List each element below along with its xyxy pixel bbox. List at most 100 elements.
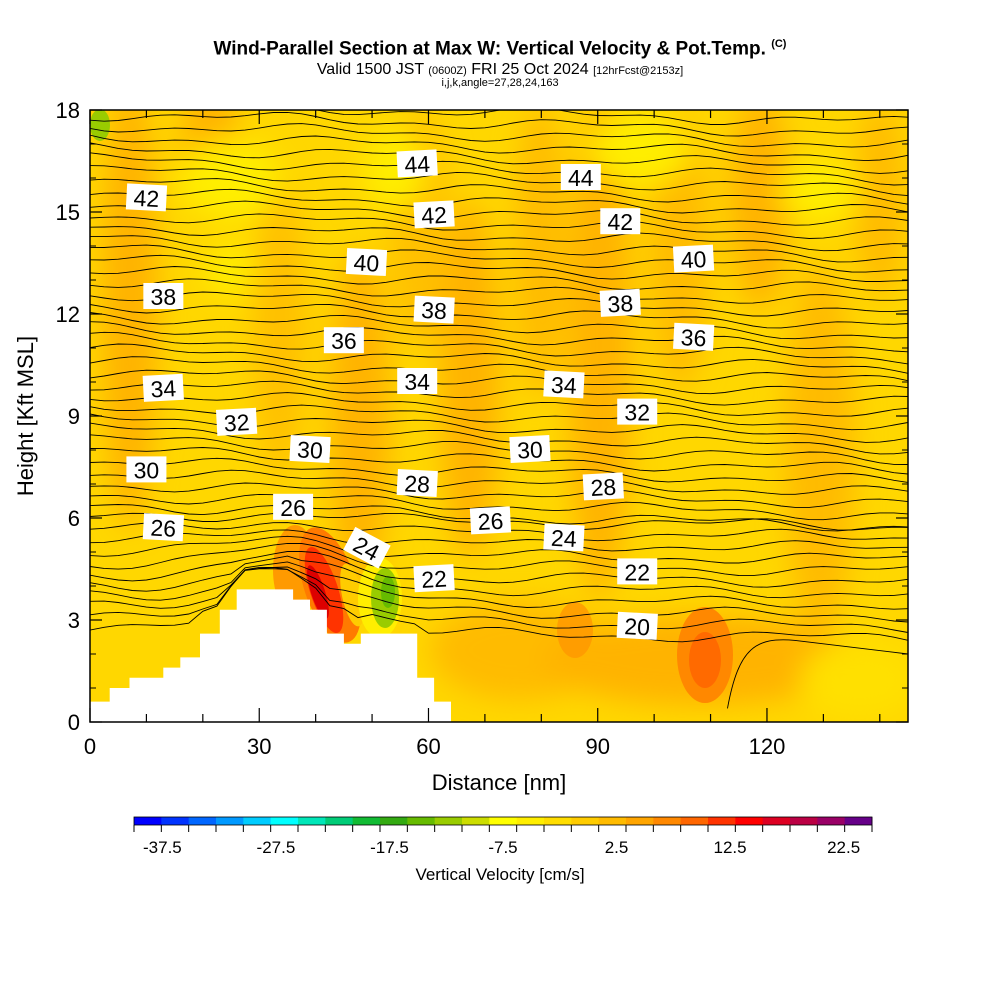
theta-label-box [509,434,551,464]
theta-label: 40 [672,244,715,273]
theta-label: 44 [560,164,601,191]
colorbar-swatch [790,817,818,825]
theta-contour-line [90,244,908,273]
x-tick-label: 30 [247,734,271,759]
valid-utc: (0600Z) [428,65,467,77]
theta-contour-line [90,343,908,374]
colorbar-swatch [243,817,272,825]
theta-label: 20 [616,611,658,640]
theta-label: 42 [125,183,168,212]
theta-label-text: 20 [624,613,651,640]
velocity-cell [205,245,255,295]
theta-contour-line [90,566,908,643]
theta-label: 32 [617,398,658,426]
theta-contour-line [90,111,908,137]
colorbar-swatch [571,817,600,825]
y-tick-label: 18 [56,98,80,123]
theta-label-text: 24 [550,525,577,552]
theta-labels: 44 44 42 42 42 40 40 38 38 38 36 36 34 34 34 32 32 30 30 30… [125,149,715,640]
colorbar-swatch [462,817,490,825]
y-tick-label: 3 [68,608,80,633]
colorbar-swatch [598,817,627,825]
theta-contour-line [90,469,908,495]
theta-label: 38 [143,283,184,310]
colorbar-swatch [735,817,764,825]
theta-contour-line [90,331,908,365]
theta-contour-line [90,561,908,610]
copyright-mark: (C) [771,38,787,50]
theta-label-box [126,456,167,483]
velocity-cell [800,640,908,720]
colorbar: -37.5 -27.5 -17.5 -7.5 2.5 12.5 22.5 [133,816,873,857]
theta-contour-line [90,178,908,205]
theta-label-box [560,164,601,190]
theta-contour-line [90,542,908,577]
y-tick-label: 9 [68,404,80,429]
theta-label-box [397,368,438,394]
theta-label-text: 22 [421,566,448,593]
theta-contour-line [90,266,908,292]
theta-label-text: 26 [477,508,504,535]
theta-label-text: 36 [331,328,357,354]
valid-time: Valid 1500 JST [316,61,424,78]
theta-contour-line [90,165,908,197]
terrain-mask [90,589,451,722]
forecast-info: [12hrFcst@2153z] [593,65,684,77]
velocity-cell [785,260,855,640]
theta-contour-line [90,254,908,282]
colorbar-swatch [680,817,709,825]
theta-label-box [582,472,624,501]
theta-contour-line [90,213,908,239]
theta-label-box [469,506,512,535]
theta-label-text: 30 [134,457,160,483]
colorbar-swatch [407,817,436,825]
colorbar-tick-label: -27.5 [257,838,296,857]
theta-label: 38 [599,288,641,317]
y-axis-label: Height [Kft MSL] [13,336,38,496]
theta-label-text: 42 [421,202,448,229]
theta-label-box [617,398,658,425]
theta-label-text: 28 [590,474,617,501]
theta-contour-line [90,278,908,304]
y-tick-label: 0 [68,710,80,735]
colorbar-swatch [653,817,682,825]
colorbar-tick-label: 22.5 [827,838,860,857]
theta-contour-line [90,493,908,521]
theta-contour-line [90,529,908,552]
theta-label-box [142,513,185,542]
theta-label-text: 30 [297,436,324,463]
theta-label: 30 [126,456,167,483]
chart-subtitle: Valid 1500 JST (0600Z) FRI 25 Oct 2024 [… [0,61,1000,79]
theta-contour-line [90,356,908,382]
theta-label-box [343,526,391,569]
theta-contour-line [90,535,908,564]
theta-label: 40 [345,247,388,277]
theta-label-box [617,558,658,585]
theta-label-text: 32 [624,400,650,426]
theta-label: 34 [543,370,585,399]
theta-label: 38 [413,295,455,324]
valid-date: FRI 25 Oct 2024 [471,61,589,78]
theta-contour-line [90,369,908,395]
plot-area: 44 44 42 42 42 40 40 38 38 38 36 36 34 34 34 32 32 30 30 30… [90,110,908,722]
theta-contour-line [90,392,908,417]
theta-label-box [142,373,184,402]
theta-contour-line [90,188,908,214]
colorbar-swatch [270,817,299,825]
theta-label: 28 [582,472,624,501]
theta-contour-line [90,555,908,599]
velocity-cell [590,115,690,185]
theta-contour-line [90,123,908,148]
theta-label: 26 [273,493,314,521]
theta-label-box [599,288,641,317]
colorbar-swatch [298,817,326,825]
x-tick-label: 90 [585,734,609,759]
theta-contour-line [90,152,908,186]
velocity-cell [440,200,500,560]
theta-label-box [215,407,258,436]
colorbar-swatch [161,817,190,825]
y-tick-label: 15 [56,200,80,225]
theta-label: 24 [543,523,585,552]
